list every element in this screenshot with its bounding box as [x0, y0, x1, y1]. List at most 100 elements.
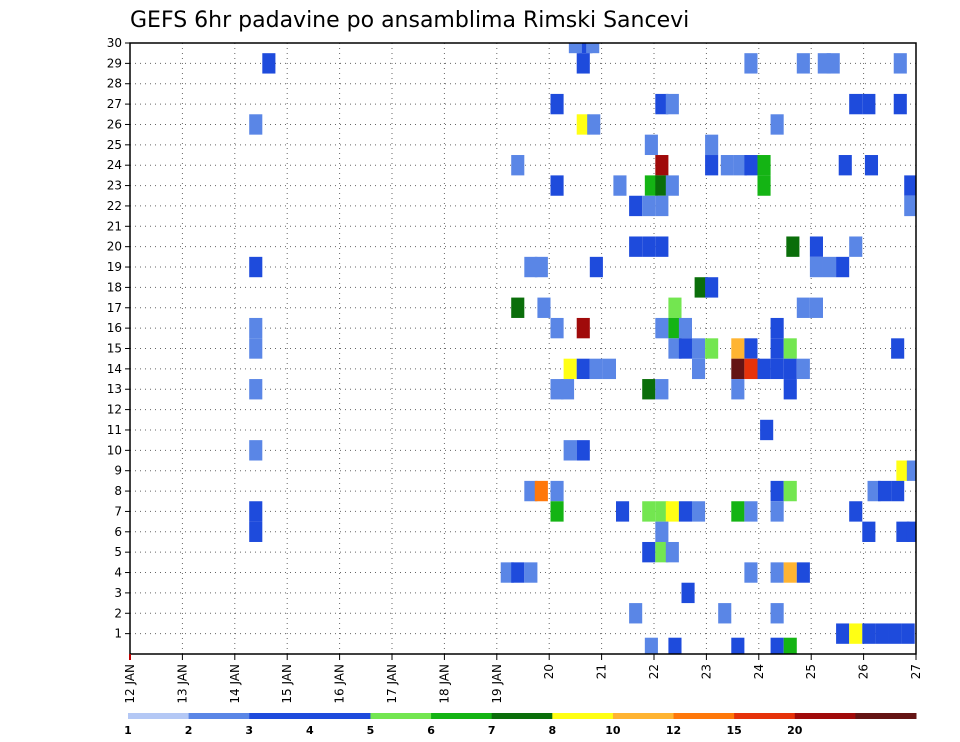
precip-cell [655, 541, 669, 563]
precip-cell [733, 155, 748, 176]
y-tick-label: 2 [114, 606, 122, 620]
x-tick-label: 25 [804, 664, 818, 679]
precip-cell [644, 134, 658, 156]
y-tick-label: 22 [107, 199, 122, 213]
precip-cell [563, 440, 577, 461]
precip-cell [655, 317, 669, 339]
precip-cell [744, 53, 758, 74]
precip-cell [904, 195, 916, 217]
precip-cell [550, 93, 564, 115]
precip-cell [576, 440, 590, 461]
y-tick-label: 8 [114, 484, 122, 498]
precip-cell [655, 175, 669, 196]
x-tick-label: 23 [699, 664, 713, 679]
precip-cell [783, 637, 797, 654]
precip-cell [705, 338, 719, 359]
precip-cell [906, 521, 916, 542]
precip-cell [891, 480, 905, 502]
x-tick-label: 24 [752, 664, 766, 679]
precip-cell [249, 379, 263, 400]
y-tick-label: 25 [107, 138, 122, 152]
precip-cell [796, 562, 810, 583]
x-tick-label: 14 JAN [228, 664, 242, 704]
y-tick-label: 29 [107, 56, 122, 70]
precip-cell [718, 603, 732, 624]
precip-cell [655, 521, 669, 542]
y-tick-label: 7 [114, 504, 122, 518]
precip-cell [770, 637, 784, 654]
x-tick-label: 20 [542, 664, 556, 679]
precip-cell [705, 277, 719, 298]
precip-cell [878, 480, 892, 502]
colorbar-segment [249, 713, 311, 719]
precip-cell [744, 358, 758, 380]
precip-cell [796, 297, 810, 318]
y-tick-label: 23 [107, 179, 122, 193]
precip-cell [568, 43, 582, 54]
precip-cell [888, 623, 902, 644]
colorbar-segment [734, 713, 796, 719]
colorbar-label: 3 [245, 724, 253, 737]
y-tick-label: 11 [107, 423, 122, 437]
precip-cell [681, 582, 695, 604]
precip-cell [629, 195, 643, 217]
colorbar-label: 7 [488, 724, 496, 737]
precip-cell [757, 155, 771, 176]
precip-cell [875, 623, 889, 644]
precip-cell [534, 256, 548, 278]
y-tick-layer: 1234567891011121314151617181920212223242… [107, 36, 130, 641]
colorbar-label: 15 [726, 724, 741, 737]
precip-cell [904, 175, 916, 196]
precip-cell [720, 155, 734, 176]
precip-cell [796, 358, 810, 380]
x-tick-label: 27 [909, 664, 923, 679]
precip-cell [760, 419, 774, 441]
precip-cell [587, 114, 601, 135]
x-tick-label: 13 JAN [175, 664, 189, 704]
precip-cell [602, 358, 617, 380]
x-tick-label: 22 [647, 664, 661, 679]
precip-cell [642, 541, 656, 563]
precip-cell [563, 358, 577, 380]
x-tick-label: 18 JAN [437, 664, 451, 704]
precip-cell [511, 562, 525, 583]
precip-cell [849, 501, 863, 522]
precip-cell [668, 637, 682, 654]
colorbar-label: 2 [185, 724, 193, 737]
precip-cell [642, 379, 656, 400]
x-tick-layer: 12 JAN 13 JAN 14 JAN 15 JAN 16 JAN 17 JAN 18 J… [123, 654, 923, 704]
precip-cell [809, 236, 823, 257]
precip-cell [668, 317, 682, 339]
precip-cell [678, 317, 692, 339]
precip-cell [249, 256, 263, 278]
precip-cell [838, 155, 852, 176]
y-tick-label: 17 [107, 301, 122, 315]
y-tick-label: 4 [114, 566, 122, 580]
x-tick-label: 19 JAN [490, 664, 504, 704]
y-tick-label: 15 [107, 342, 122, 356]
precip-cell [731, 379, 745, 400]
precip-cell [796, 53, 810, 74]
precip-cell [849, 236, 863, 257]
precip-cell [691, 501, 706, 522]
precip-cell [629, 236, 643, 257]
y-tick-label: 28 [107, 77, 122, 91]
x-tick-label: 21 [595, 664, 609, 679]
precip-cell [893, 53, 907, 74]
precip-cell [655, 379, 669, 400]
precip-cell [249, 501, 263, 522]
precip-cell [849, 93, 863, 115]
colorbar-label: 10 [605, 724, 621, 737]
y-tick-label: 19 [107, 260, 122, 274]
chart-title: GEFS 6hr padavine po ansamblima Rimski S… [130, 8, 689, 33]
precip-cell [862, 93, 876, 115]
precip-cell [511, 297, 525, 318]
y-tick-label: 5 [114, 545, 122, 559]
colorbar-segment [794, 713, 856, 719]
precip-cell [705, 155, 719, 176]
precip-cell [668, 338, 682, 359]
colorbar-label: 1 [124, 724, 132, 737]
precip-cell [576, 358, 590, 380]
precip-cell [770, 358, 784, 380]
